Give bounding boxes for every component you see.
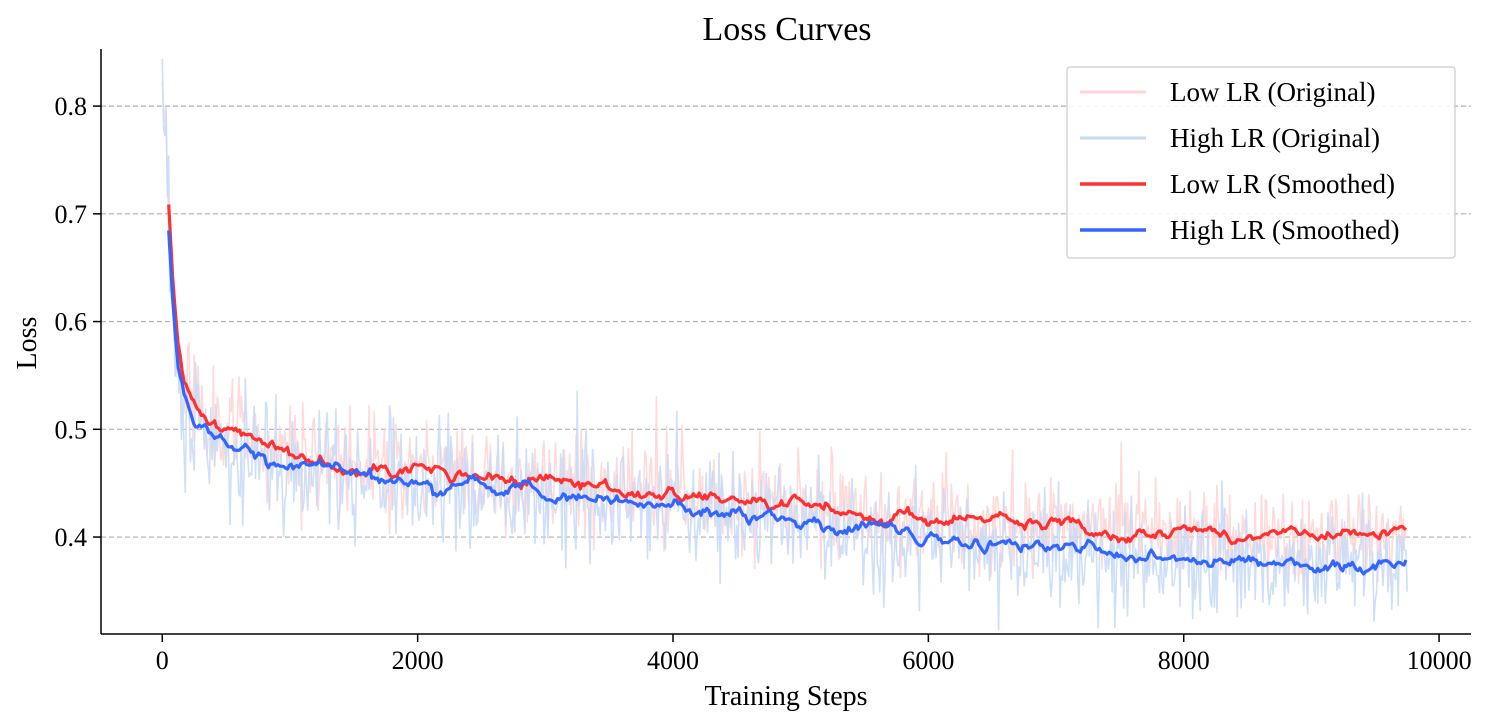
legend-label-3: High LR (Smoothed): [1170, 215, 1400, 245]
chart-title: Loss Curves: [702, 11, 871, 48]
x-tick-label: 6000: [902, 646, 954, 675]
y-tick-label: 0.7: [55, 200, 88, 229]
series-line-3: [167, 230, 1408, 576]
x-axis-title: Training Steps: [704, 681, 867, 712]
y-tick-label: 0.8: [55, 92, 88, 121]
legend: Low LR (Original) High LR (Original) Low L…: [1066, 66, 1456, 259]
series-line-2: [167, 204, 1407, 546]
legend-label-1: High LR (Original): [1170, 123, 1380, 153]
legend-label-0: Low LR (Original): [1170, 77, 1375, 107]
y-gridlines: [101, 105, 1471, 538]
legend-label-2: Low LR (Smoothed): [1170, 169, 1395, 199]
x-ticks: 0 2000 4000 6000 8000 10000: [156, 634, 1472, 675]
y-tick-label: 0.6: [55, 308, 88, 337]
x-tick-label: 8000: [1158, 646, 1210, 675]
y-ticks: 0.4 0.5 0.6 0.7 0.8: [55, 92, 101, 552]
series-group: [161, 58, 1408, 631]
y-tick-label: 0.4: [55, 523, 88, 552]
x-tick-label: 2000: [392, 646, 444, 675]
legend-box: [1066, 66, 1456, 259]
y-tick-label: 0.5: [55, 415, 88, 444]
x-tick-label: 10000: [1407, 646, 1472, 675]
x-tick-label: 0: [156, 646, 169, 675]
x-tick-label: 4000: [647, 646, 699, 675]
y-axis-title: Loss: [12, 317, 43, 370]
